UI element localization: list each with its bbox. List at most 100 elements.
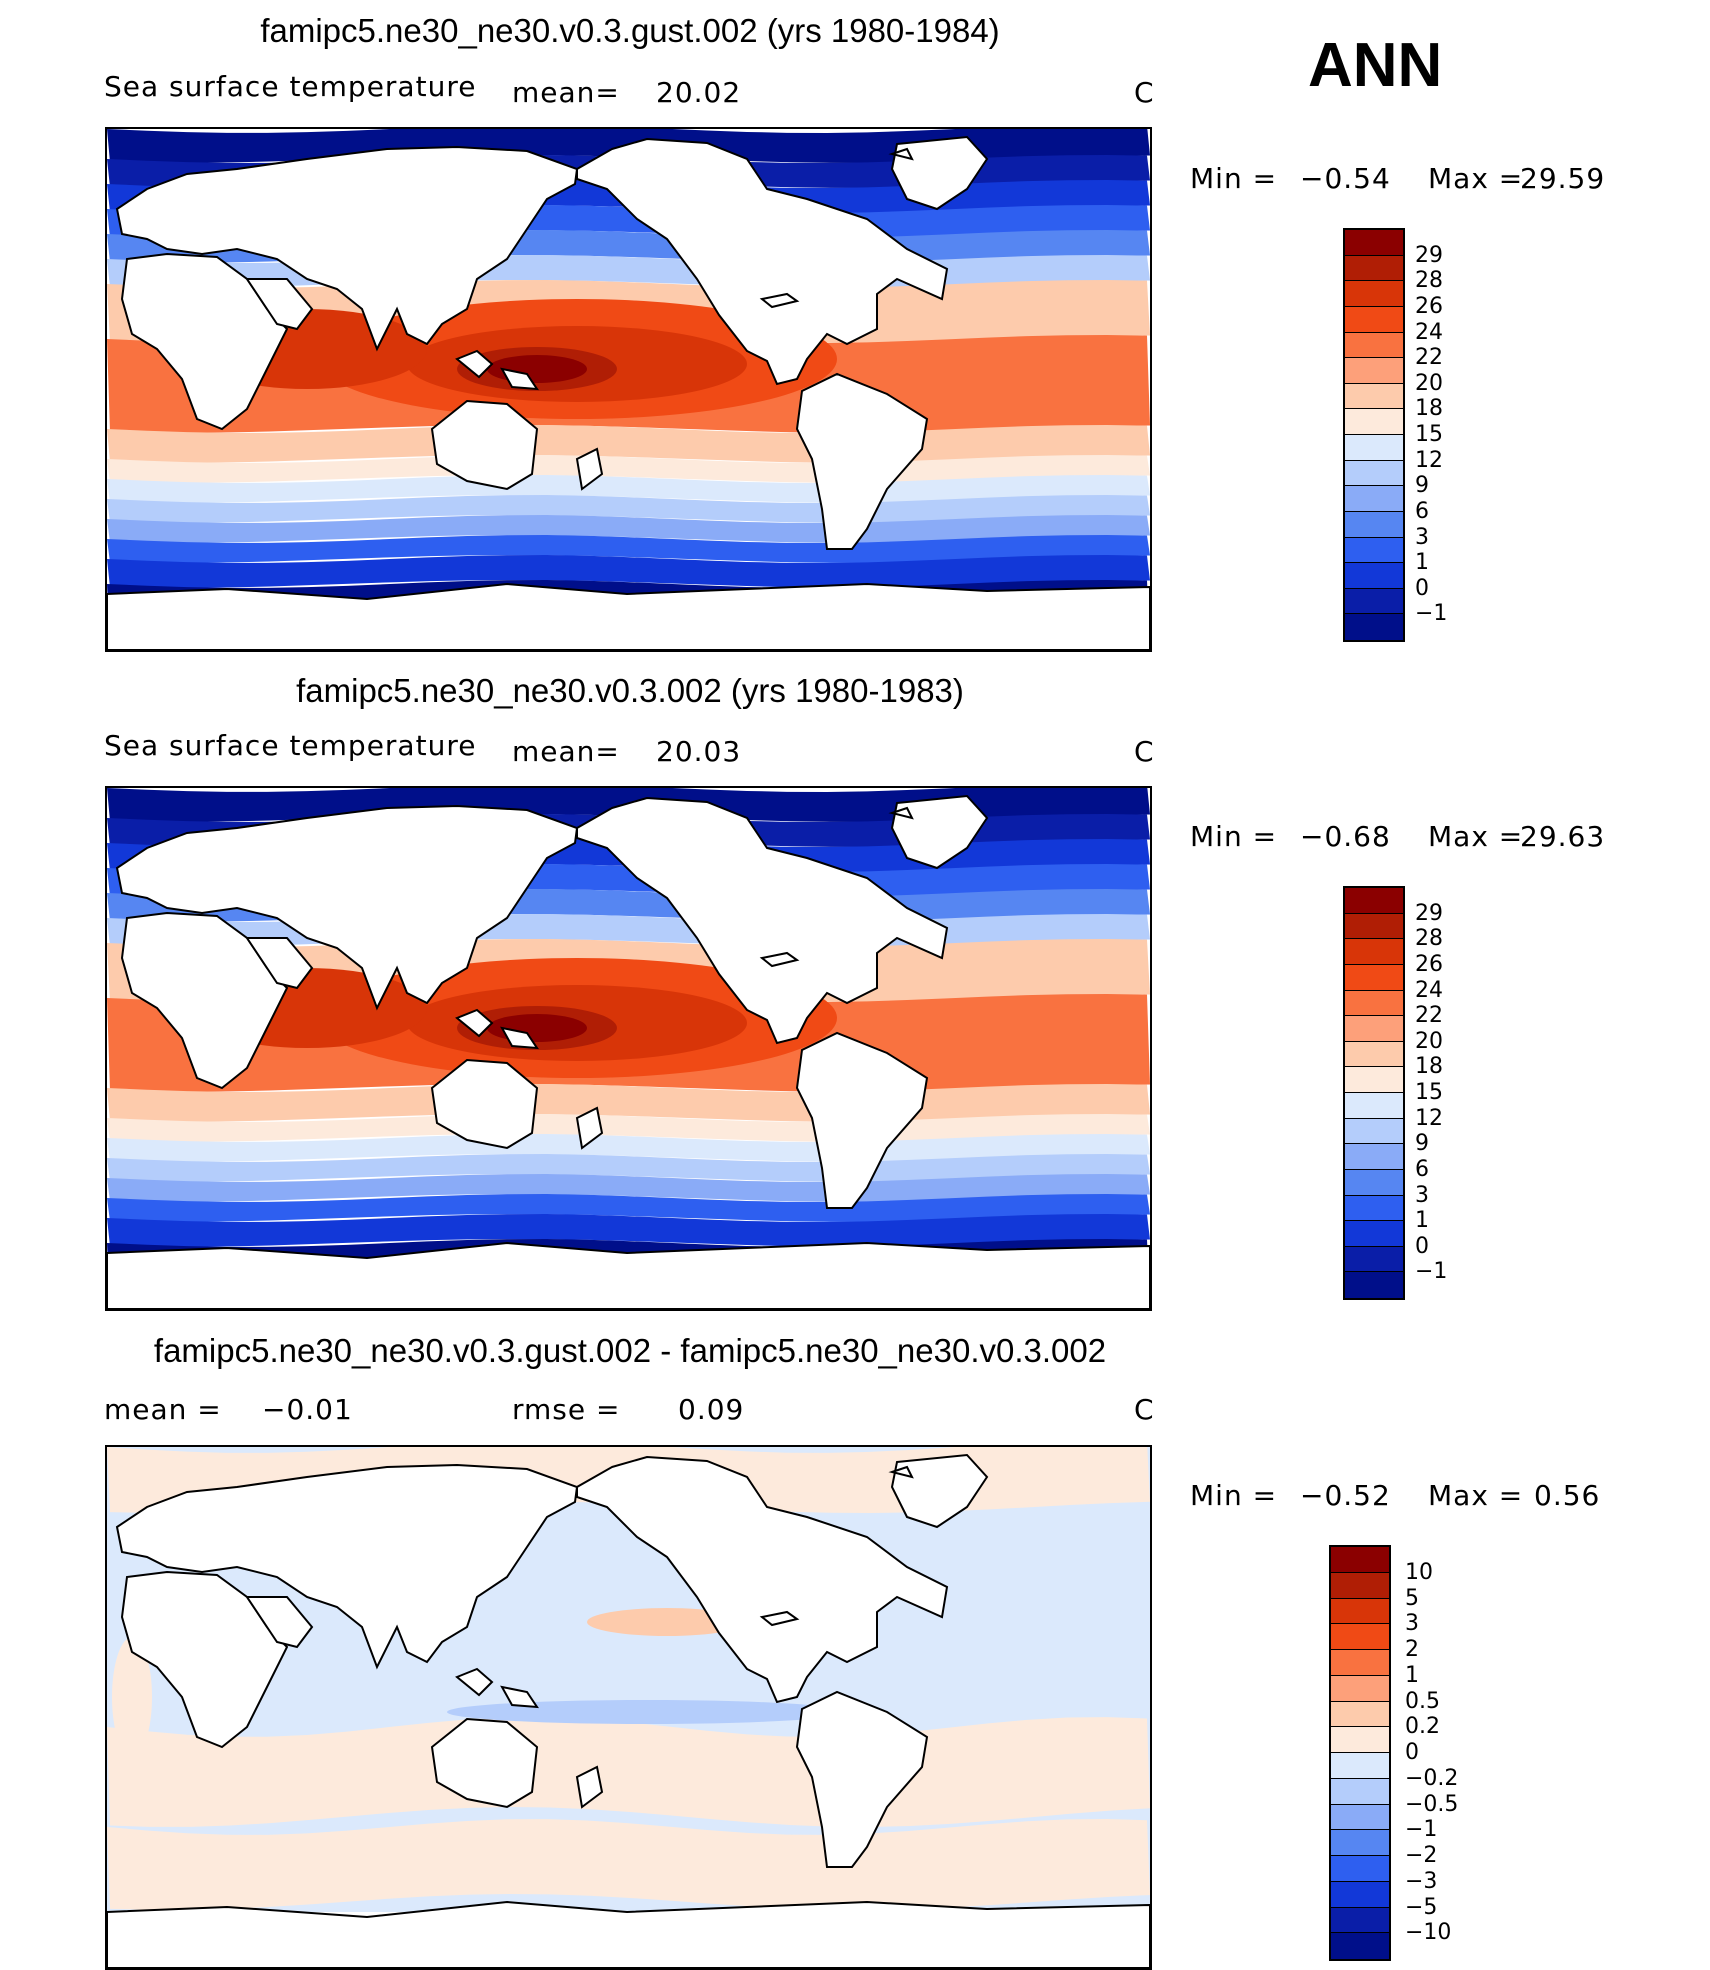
- colorbar-swatch: [1345, 990, 1403, 1017]
- colorbar-tick-label: 24: [1415, 319, 1443, 345]
- colorbar-swatch: [1345, 964, 1403, 991]
- colorbar-tick-label: 24: [1415, 977, 1443, 1003]
- colorbar-tick-label: −10: [1405, 1920, 1452, 1946]
- colorbar-tick-label: 20: [1415, 1028, 1443, 1054]
- colorbar-tick-label: 22: [1415, 1003, 1443, 1029]
- panel-3-units: C: [1134, 1393, 1155, 1426]
- colorbar-tick-label: 15: [1415, 422, 1443, 447]
- colorbar-tick-label: 1: [1415, 550, 1429, 576]
- panel-2-variable: Sea surface temperature: [104, 729, 477, 762]
- colorbar-swatch: [1331, 1804, 1389, 1831]
- land-outline: [888, 1465, 914, 1479]
- colorbar-tick-label: 26: [1415, 951, 1443, 977]
- land-outline: [890, 135, 989, 211]
- colorbar-swatch: [1345, 1169, 1403, 1196]
- panel-2-mean-value: 20.03: [656, 735, 742, 768]
- colorbar-swatch: [1345, 1195, 1403, 1222]
- colorbar-tick-label: −0.5: [1405, 1791, 1459, 1817]
- colorbar-tick-label: 2: [1405, 1637, 1419, 1662]
- sst-contour-band: [107, 1194, 1150, 1222]
- colorbar-swatch: [1345, 1041, 1403, 1068]
- panel-1-title: famipc5.ne30_ne30.v0.3.gust.002 (yrs 198…: [260, 12, 1000, 49]
- panel-1-mean-value: 20.02: [656, 76, 742, 109]
- land-outline: [430, 399, 539, 491]
- colorbar-tick-label: 1: [1405, 1662, 1419, 1688]
- panel-3-rmse-value: 0.09: [678, 1393, 745, 1426]
- sst-contour-band: [107, 1214, 1150, 1247]
- panel-2-colorbar: [1343, 886, 1405, 1300]
- colorbar-swatch: [1331, 1830, 1389, 1856]
- land-outline: [115, 804, 579, 1011]
- colorbar-tick-label: 12: [1415, 447, 1443, 473]
- colorbar-swatch: [1331, 1778, 1389, 1805]
- season-label: ANN: [1308, 31, 1443, 100]
- colorbar-tick-label: 28: [1415, 268, 1443, 294]
- colorbar-tick-label: 9: [1415, 473, 1429, 499]
- sst-contour-band: [107, 1819, 1150, 1910]
- land-outline: [795, 372, 929, 550]
- colorbar-swatch: [1345, 1221, 1403, 1247]
- colorbar-tick-label: 3: [1405, 1611, 1419, 1637]
- colorbar-swatch: [1345, 537, 1403, 564]
- land-outline: [888, 806, 914, 820]
- land-outline: [759, 1610, 800, 1627]
- sst-contour-band: [107, 1154, 1150, 1182]
- colorbar-tick-label: 0: [1405, 1740, 1419, 1765]
- colorbar-swatch: [1331, 1933, 1389, 1959]
- land-outline: [500, 1685, 539, 1709]
- colorbar-swatch: [1331, 1572, 1389, 1599]
- panel-1-colorbar: [1343, 228, 1405, 642]
- land-outline: [576, 796, 949, 1045]
- land-outline: [115, 1463, 579, 1670]
- colorbar-swatch: [1345, 486, 1403, 512]
- colorbar-swatch: [1345, 409, 1403, 435]
- panel-2-min-value: −0.68: [1300, 820, 1391, 853]
- land-outline: [890, 794, 989, 870]
- colorbar-swatch: [1345, 332, 1403, 359]
- colorbar-swatch: [1345, 460, 1403, 487]
- colorbar-swatch: [1331, 1650, 1389, 1676]
- panel-3-min-value: −0.52: [1300, 1479, 1391, 1512]
- land-outline: [107, 1900, 1150, 1968]
- colorbar-swatch: [1331, 1624, 1389, 1650]
- colorbar-tick-label: −3: [1405, 1868, 1438, 1894]
- colorbar-swatch: [1345, 1093, 1403, 1119]
- panel-2-max-label: Max =: [1428, 820, 1524, 853]
- land-outline: [430, 1717, 539, 1809]
- colorbar-tick-label: 5: [1405, 1585, 1419, 1611]
- colorbar-tick-label: 29: [1415, 242, 1443, 268]
- land-outline: [888, 147, 914, 161]
- colorbar-swatch: [1345, 888, 1403, 914]
- sst-warm-pool: [112, 1637, 152, 1757]
- colorbar-swatch: [1345, 1118, 1403, 1145]
- colorbar-tick-label: −1: [1415, 601, 1448, 627]
- land-outline: [890, 1453, 989, 1529]
- panel-3-map: [105, 1445, 1152, 1970]
- panel-1-map: [105, 127, 1152, 652]
- colorbar-swatch: [1345, 306, 1403, 333]
- colorbar-swatch: [1331, 1856, 1389, 1882]
- colorbar-tick-label: 15: [1415, 1080, 1443, 1105]
- panel-3-rmse-label: rmse =: [512, 1393, 621, 1426]
- land-outline: [759, 292, 800, 309]
- colorbar-tick-label: 29: [1415, 900, 1443, 926]
- land-outline: [115, 145, 579, 352]
- colorbar-tick-label: 18: [1415, 1054, 1443, 1080]
- panel-1-units: C: [1134, 76, 1155, 109]
- panel-3-max-value: 0.56: [1534, 1479, 1601, 1512]
- colorbar-tick-label: 22: [1415, 345, 1443, 371]
- panel-3-min-label: Min =: [1190, 1479, 1278, 1512]
- colorbar-tick-label: 3: [1415, 524, 1429, 550]
- colorbar-swatch: [1345, 1272, 1403, 1298]
- colorbar-tick-label: 9: [1415, 1131, 1429, 1157]
- panel-2-min-label: Min =: [1190, 820, 1278, 853]
- colorbar-tick-label: −1: [1405, 1817, 1438, 1843]
- colorbar-tick-label: −0.2: [1405, 1765, 1459, 1791]
- colorbar-tick-label: −1: [1415, 1259, 1448, 1285]
- panel-3-mean-label: mean =: [104, 1393, 222, 1426]
- land-outline: [576, 1455, 949, 1704]
- land-outline: [795, 1031, 929, 1209]
- colorbar-tick-label: 28: [1415, 926, 1443, 952]
- colorbar-swatch: [1345, 1144, 1403, 1170]
- land-outline: [245, 1596, 314, 1649]
